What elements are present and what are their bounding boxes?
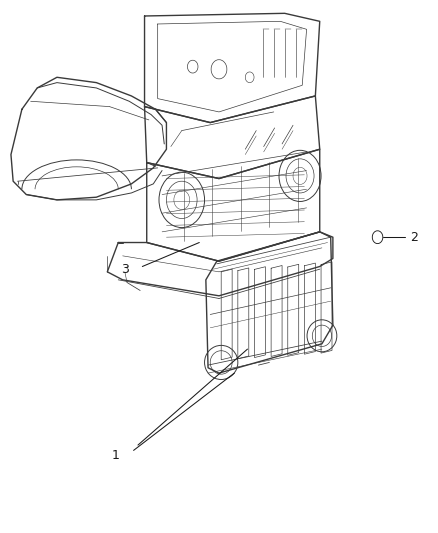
Text: 1: 1 <box>112 449 120 462</box>
Text: 2: 2 <box>410 231 418 244</box>
Text: 3: 3 <box>121 263 129 276</box>
